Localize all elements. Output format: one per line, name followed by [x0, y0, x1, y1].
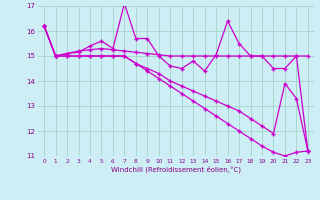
- X-axis label: Windchill (Refroidissement éolien,°C): Windchill (Refroidissement éolien,°C): [111, 166, 241, 173]
